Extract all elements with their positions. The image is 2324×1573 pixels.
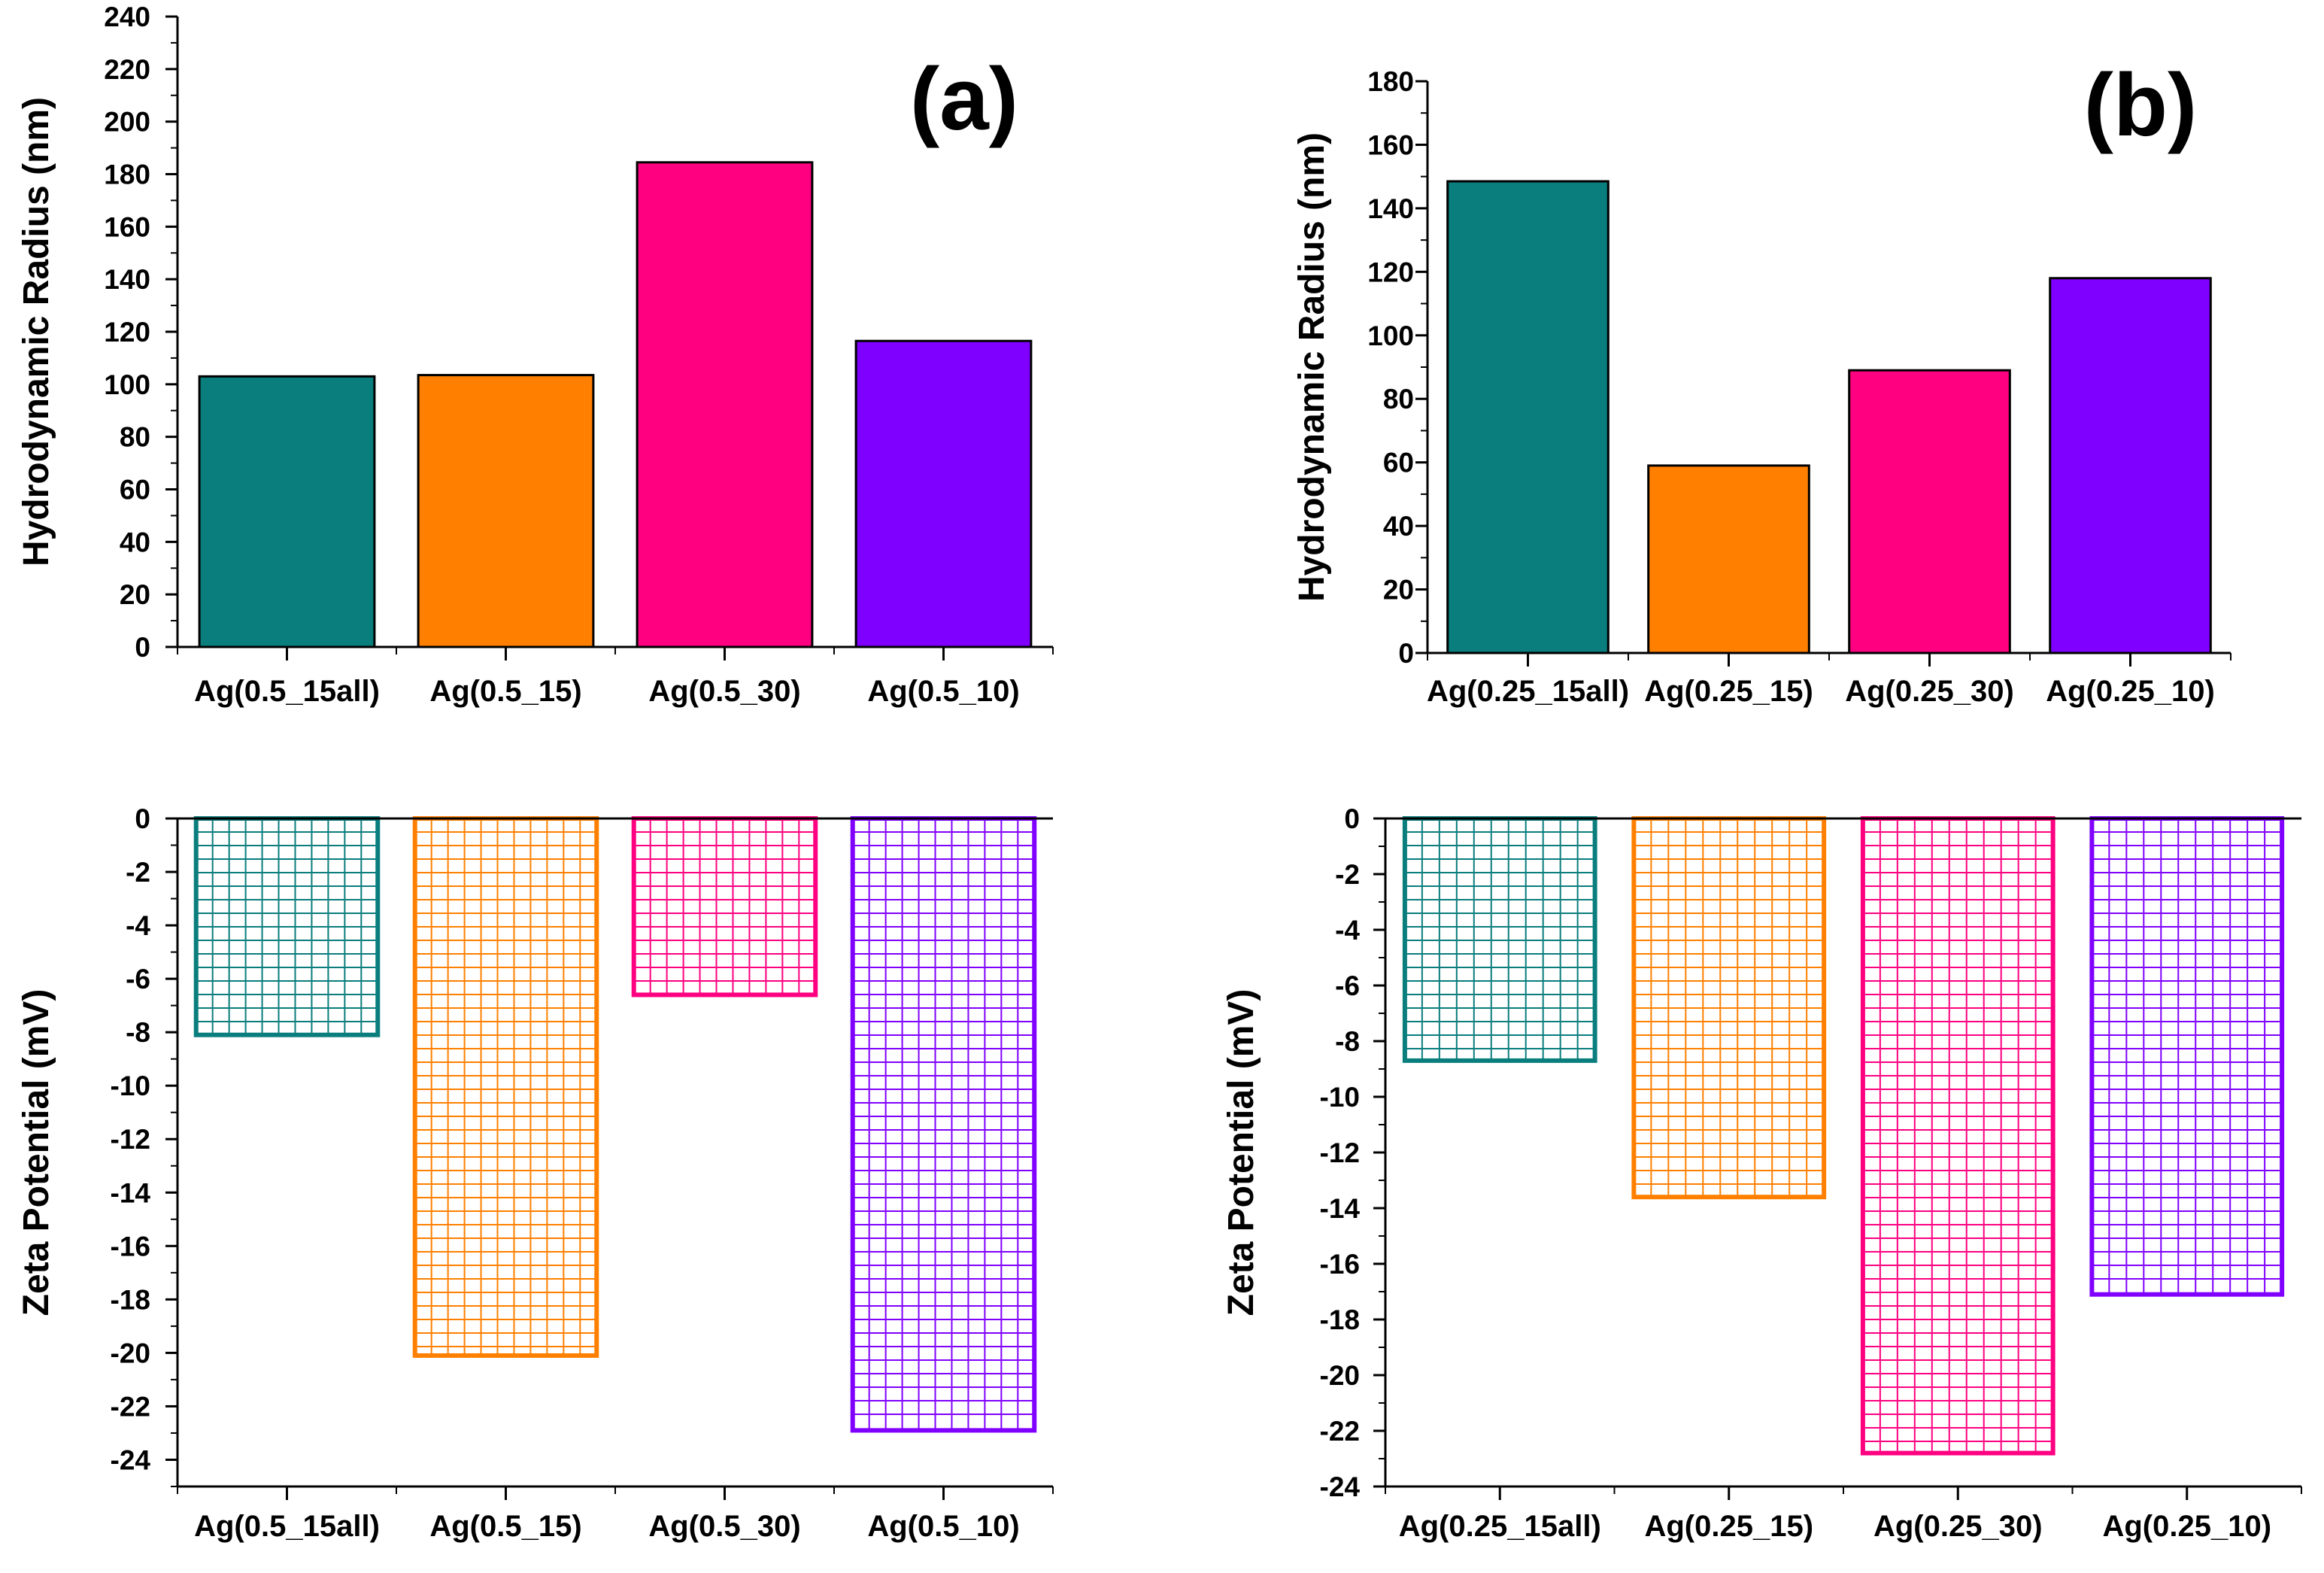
x-category-label: Ag(0.25_30) <box>1845 675 2014 708</box>
y-tick-label: -8 <box>1335 1026 1360 1057</box>
y-tick-label: -20 <box>1320 1360 1360 1391</box>
y-tick-label: 240 <box>104 2 150 32</box>
y-tick-label: 180 <box>1367 66 1414 97</box>
bar-Ag(0.5_30) <box>636 161 814 648</box>
y-tick-label: -20 <box>111 1338 150 1368</box>
y-tick-label: -4 <box>1335 915 1360 946</box>
y-tick-label: 0 <box>1344 803 1360 834</box>
y-axis-title: Zeta Potential (mV) <box>17 989 56 1316</box>
bar-Ag(0.25_10) <box>2049 277 2212 654</box>
y-tick-label: -14 <box>111 1177 151 1208</box>
y-tick-label: -22 <box>1320 1416 1360 1447</box>
bar-outline <box>2089 816 2285 1297</box>
bar-Ag(0.5_15) <box>412 816 599 1358</box>
y-tick-label: -14 <box>1320 1193 1361 1224</box>
y-tick-label: -10 <box>111 1070 150 1101</box>
x-category-label: Ag(0.25_15all) <box>1399 1510 1601 1543</box>
x-category-label: Ag(0.5_15all) <box>194 1510 380 1543</box>
bar-Ag(0.25_30) <box>1860 816 2055 1456</box>
y-tick-label: -18 <box>111 1284 150 1315</box>
y-tick-label: -16 <box>111 1231 150 1262</box>
y-tick-label: -2 <box>126 857 150 888</box>
bar-Ag(0.25_15all) <box>1446 180 1610 654</box>
x-category-label: Ag(0.5_15) <box>429 1510 581 1543</box>
chart-zeta-potential-b: 0 -2 -4 -6 -8 -10 -12 -14 -16 -18 -20 -22 -24 Ag(0.25… <box>1221 803 2302 1543</box>
y-tick-label: 0 <box>135 632 150 663</box>
y-tick-label: 220 <box>104 54 150 85</box>
bar-Ag(0.5_15all) <box>198 375 376 648</box>
y-tick-label: 100 <box>1367 320 1414 351</box>
x-category-label: Ag(0.5_15all) <box>194 675 380 708</box>
y-tick-label: -24 <box>111 1444 151 1475</box>
bar-Ag(0.25_15) <box>1631 816 1827 1200</box>
chart-zeta-potential-a: 0 -2 -4 -6 -8 -10 -12 -14 -16 -18 -20 -22 -24 Ag(0.5_… <box>17 803 1054 1543</box>
y-tick-label: 120 <box>104 317 150 348</box>
y-tick-label: -6 <box>1335 970 1360 1001</box>
x-category-label: Ag(0.25_30) <box>1873 1510 2043 1543</box>
y-tick-label: 80 <box>1383 384 1414 415</box>
y-tick-label: -24 <box>1320 1471 1361 1502</box>
y-tick-label: 40 <box>120 527 150 557</box>
bar-Ag(0.25_15all) <box>1402 816 1597 1063</box>
y-axis-title: Hydrodynamic Radius (nm) <box>1292 132 1332 602</box>
x-category-label: Ag(0.5_15) <box>429 675 581 708</box>
bar-Ag(0.5_30) <box>631 816 818 998</box>
y-tick-label: 60 <box>1383 448 1414 478</box>
y-tick-label: 20 <box>120 579 150 610</box>
y-tick-label: 80 <box>120 422 150 453</box>
bar-Ag(0.25_15) <box>1647 464 1810 654</box>
x-category-label: Ag(0.25_15) <box>1644 1510 1813 1543</box>
y-tick-label: 20 <box>1383 575 1414 606</box>
bar-Ag(0.25_30) <box>1848 369 2011 654</box>
x-category-label: Ag(0.25_15) <box>1644 675 1813 708</box>
x-category-label: Ag(0.5_30) <box>648 1510 800 1543</box>
y-tick-label: 160 <box>1367 129 1414 160</box>
x-category-label: Ag(0.5_30) <box>648 675 800 708</box>
y-tick-label: -18 <box>1320 1304 1360 1335</box>
bar-Ag(0.5_15all) <box>193 816 381 1037</box>
y-tick-label: 0 <box>1398 638 1414 669</box>
y-tick-label: 100 <box>104 369 150 400</box>
y-tick-label: 40 <box>1383 511 1414 542</box>
y-tick-label: 160 <box>104 211 150 242</box>
y-tick-label: 140 <box>104 264 150 295</box>
y-tick-label: -4 <box>126 910 150 941</box>
x-category-label: Ag(0.25_10) <box>2102 1510 2271 1543</box>
y-tick-label: -10 <box>1320 1082 1360 1113</box>
x-category-label: Ag(0.25_10) <box>2046 675 2215 708</box>
bar-outline <box>1402 816 1597 1063</box>
bar-outline <box>850 816 1037 1433</box>
y-tick-label: 200 <box>104 107 150 138</box>
y-tick-label: -22 <box>111 1391 150 1422</box>
y-tick-label: 60 <box>120 475 150 506</box>
y-tick-label: 140 <box>1367 193 1414 224</box>
x-category-label: Ag(0.25_15all) <box>1427 675 1629 708</box>
y-tick-label: -12 <box>111 1124 150 1155</box>
y-tick-label: 120 <box>1367 257 1414 287</box>
y-axis-title: Zeta Potential (mV) <box>1221 989 1261 1316</box>
y-tick-label: -16 <box>1320 1249 1360 1280</box>
bar-Ag(0.25_10) <box>2089 816 2285 1297</box>
chart-hydrodynamic-radius-b: 0 20 40 60 80 100 120 140 160 180 Ag(0.25_15all) Ag… <box>1292 66 2231 708</box>
x-category-label: Ag(0.5_10) <box>867 1510 1019 1543</box>
y-axis-title: Hydrodynamic Radius (nm) <box>17 97 56 566</box>
bar-Ag(0.5_10) <box>850 816 1037 1433</box>
x-category-label: Ag(0.5_10) <box>867 675 1019 708</box>
chart-hydrodynamic-radius-a: 0 20 40 60 80 100 120 140 160 180 200 220 240 Ag(0.5_… <box>17 2 1054 708</box>
panel-label-a: (a) <box>910 50 1018 149</box>
y-tick-label: -6 <box>126 964 150 995</box>
y-tick-label: -8 <box>126 1017 150 1048</box>
y-tick-label: 0 <box>135 803 150 834</box>
bar-Ag(0.5_15) <box>417 374 595 648</box>
y-tick-label: -12 <box>1320 1137 1360 1168</box>
bar-Ag(0.5_10) <box>854 339 1033 648</box>
y-tick-label: -2 <box>1335 859 1360 890</box>
y-tick-label: 180 <box>104 159 150 190</box>
panel-label-b: (b) <box>2084 56 2198 155</box>
